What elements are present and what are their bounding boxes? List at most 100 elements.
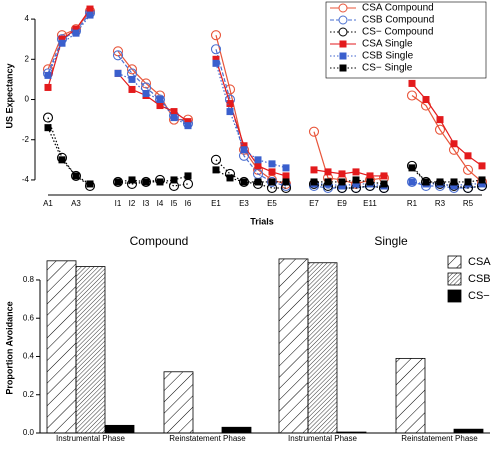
y-tick-label: -4	[22, 175, 30, 184]
legend-marker	[338, 27, 348, 37]
legend-label: CSB	[468, 273, 491, 285]
marker	[226, 174, 234, 182]
x-tick-label: Reinstatement Phase	[401, 434, 478, 443]
marker	[422, 178, 430, 186]
marker	[478, 180, 486, 188]
marker	[226, 108, 234, 116]
marker	[112, 50, 124, 61]
legend-label: CS−	[468, 290, 490, 302]
marker	[464, 178, 472, 186]
x-tick-label: I5	[171, 199, 178, 208]
series-line	[47, 8, 483, 177]
marker	[114, 69, 122, 77]
marker	[128, 176, 136, 184]
marker	[44, 71, 52, 79]
y-tick-label: 0.8	[23, 275, 35, 284]
marker	[128, 85, 136, 93]
marker	[406, 90, 418, 101]
marker	[212, 166, 220, 174]
marker	[184, 122, 192, 130]
marker	[170, 176, 178, 184]
marker	[338, 170, 346, 178]
bar	[453, 428, 484, 434]
marker	[436, 116, 444, 124]
marker	[478, 176, 486, 184]
bar	[75, 266, 106, 434]
marker	[422, 96, 430, 104]
marker	[324, 178, 332, 186]
marker	[58, 39, 66, 47]
marker	[44, 83, 52, 91]
x-tick-label: R5	[463, 199, 474, 208]
series-line	[47, 117, 483, 189]
bar	[395, 357, 426, 434]
marker	[464, 152, 472, 160]
marker	[156, 178, 164, 186]
legend-label: CSA Compound	[362, 3, 434, 14]
marker	[70, 170, 82, 181]
x-tick-label: E11	[363, 199, 377, 208]
bar	[163, 371, 194, 434]
marker	[210, 30, 222, 41]
y-axis-title: Proportion Avoidance	[4, 301, 14, 394]
marker	[42, 112, 54, 123]
panel-title: Single	[374, 234, 408, 248]
marker	[184, 172, 192, 180]
marker	[324, 168, 332, 176]
marker	[72, 29, 80, 37]
x-tick-label: E7	[309, 199, 319, 208]
legend-box	[325, 1, 487, 79]
legend-label: CS− Compound	[362, 27, 433, 38]
marker	[352, 168, 360, 176]
marker	[86, 180, 94, 188]
marker	[240, 146, 248, 154]
legend-label: CS− Single	[362, 63, 413, 74]
x-tick-label: R1	[407, 199, 418, 208]
x-tick-label: A3	[71, 199, 81, 208]
series-line	[47, 10, 483, 185]
marker	[182, 178, 194, 190]
y-tick-label: 0.4	[23, 352, 35, 361]
marker	[310, 166, 318, 174]
x-tick-label: I3	[143, 199, 150, 208]
y-tick-label: 0.6	[23, 313, 35, 322]
marker	[406, 176, 418, 187]
series-line	[47, 127, 483, 185]
y-axis-title: US Expectancy	[4, 63, 14, 128]
marker	[170, 108, 178, 116]
series-line	[47, 12, 483, 189]
marker	[72, 172, 80, 180]
marker	[212, 59, 220, 67]
y-tick-label: 0.2	[23, 390, 35, 399]
marker	[156, 96, 164, 104]
x-tick-label: E3	[239, 199, 249, 208]
marker	[226, 100, 234, 108]
marker	[380, 180, 388, 188]
marker	[254, 178, 262, 186]
y-tick-label: 4	[25, 14, 30, 23]
series-line	[47, 14, 482, 187]
x-tick-label: R3	[435, 199, 446, 208]
marker	[170, 114, 178, 122]
x-tick-label: Instrumental Phase	[288, 434, 357, 443]
x-tick-label: I4	[157, 199, 164, 208]
marker	[352, 180, 360, 188]
legend-marker	[339, 52, 347, 60]
marker	[308, 126, 320, 137]
y-tick-label: 0	[25, 95, 30, 104]
marker	[436, 178, 444, 186]
marker	[450, 140, 458, 148]
marker	[142, 178, 150, 186]
legend-marker	[339, 64, 347, 72]
legend-swatch	[447, 272, 462, 286]
legend-marker	[338, 3, 348, 13]
y-tick-label: -2	[22, 135, 30, 144]
legend-label: CSB Compound	[362, 15, 434, 26]
marker	[184, 118, 192, 126]
marker	[478, 162, 486, 170]
marker	[352, 176, 360, 184]
marker	[338, 178, 346, 186]
x-tick-label: E5	[267, 199, 277, 208]
